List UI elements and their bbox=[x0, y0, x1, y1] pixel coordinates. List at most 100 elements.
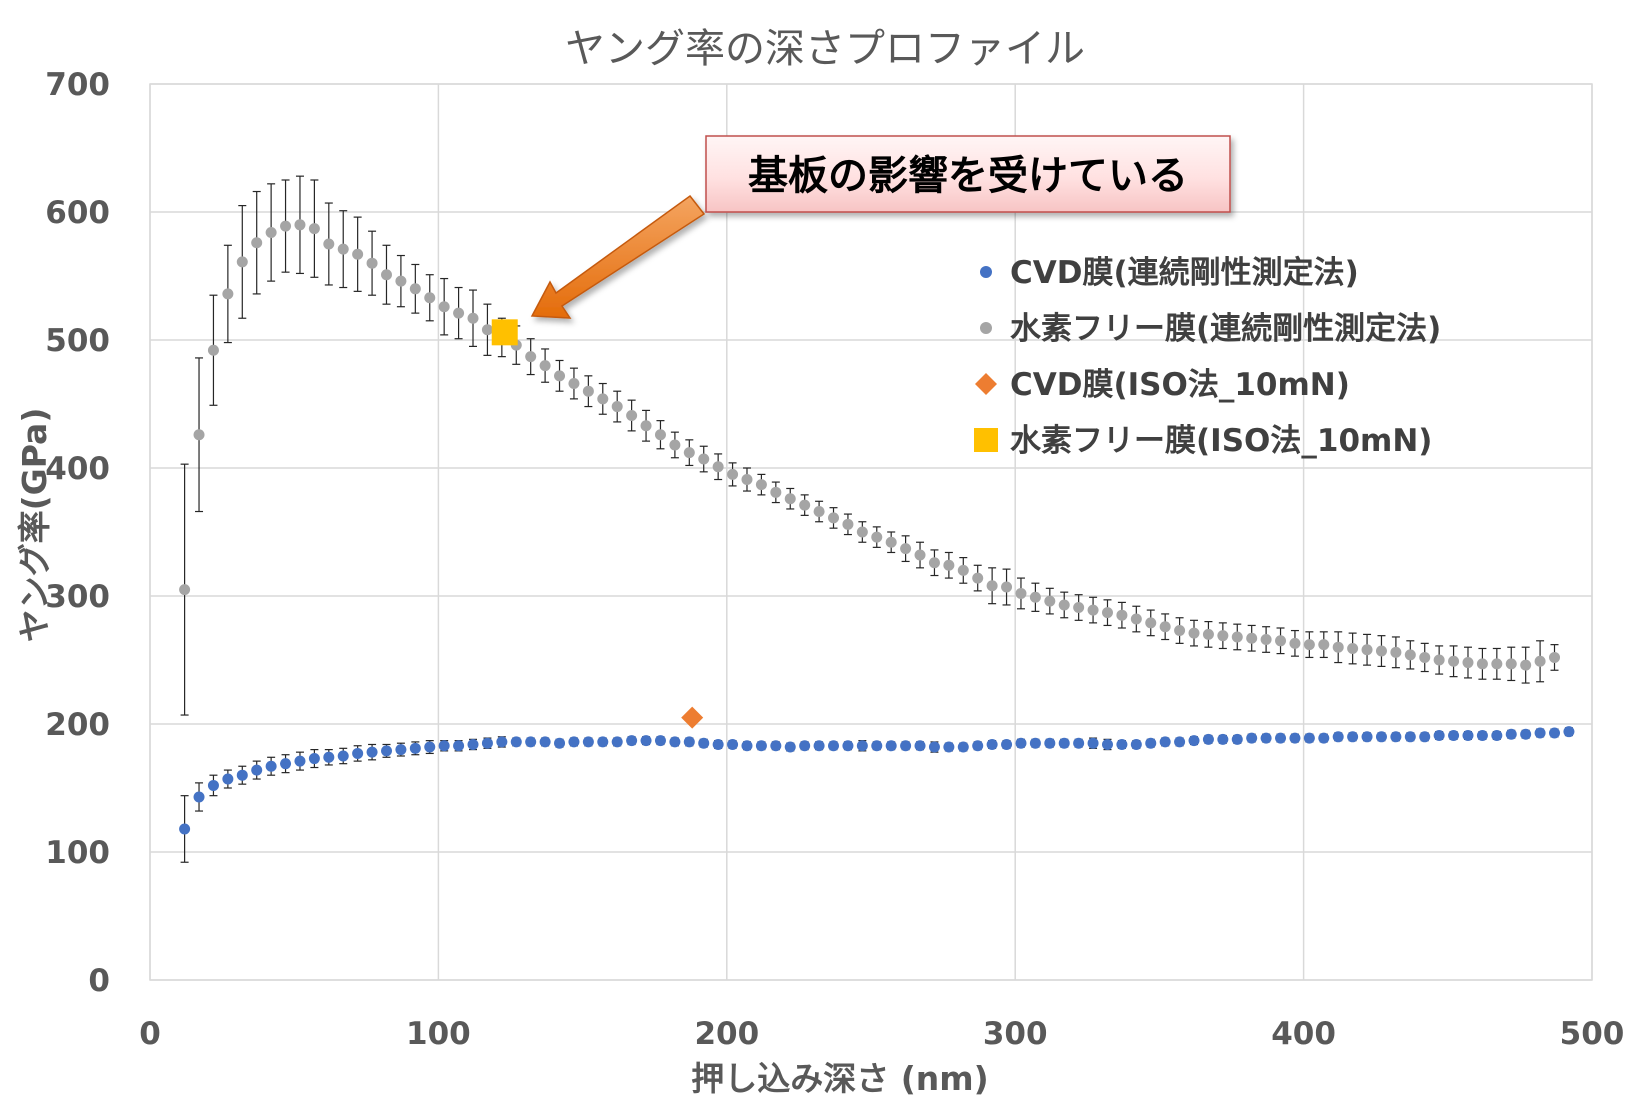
data-point bbox=[698, 737, 710, 749]
data-point bbox=[1260, 634, 1272, 646]
data-point bbox=[1347, 642, 1359, 654]
y-tick-label: 200 bbox=[45, 707, 110, 743]
data-point bbox=[1246, 732, 1258, 744]
data-point bbox=[1563, 726, 1575, 738]
data-point bbox=[957, 741, 969, 753]
data-point bbox=[943, 559, 955, 571]
data-point bbox=[1419, 731, 1431, 743]
data-point bbox=[323, 238, 335, 250]
y-tick-label: 100 bbox=[45, 835, 110, 871]
data-point bbox=[1159, 621, 1171, 633]
data-point bbox=[1231, 631, 1243, 643]
data-point bbox=[1015, 587, 1027, 599]
data-point bbox=[928, 557, 940, 569]
y-tick-label: 400 bbox=[45, 451, 110, 487]
data-point bbox=[1476, 730, 1488, 742]
data-point bbox=[669, 439, 681, 451]
data-point bbox=[914, 549, 926, 561]
data-point bbox=[352, 248, 364, 260]
data-point bbox=[1505, 658, 1517, 670]
data-point bbox=[251, 237, 263, 249]
data-point bbox=[1087, 737, 1099, 749]
data-point bbox=[1505, 728, 1517, 740]
data-point bbox=[525, 736, 537, 748]
data-point bbox=[698, 453, 710, 465]
data-point bbox=[900, 543, 912, 555]
data-point bbox=[957, 564, 969, 576]
data-point bbox=[1217, 630, 1229, 642]
data-point bbox=[1130, 738, 1142, 750]
data-point bbox=[1462, 657, 1474, 669]
legend-item: CVD膜(連続剛性測定法) bbox=[980, 255, 1359, 291]
data-point bbox=[611, 401, 623, 413]
data-point bbox=[409, 742, 421, 754]
annotation-arrow bbox=[530, 194, 706, 319]
legend: CVD膜(連続剛性測定法) 水素フリー膜(連続剛性測定法) CVD膜(ISO法_10… bbox=[974, 255, 1441, 459]
legend-item: 水素フリー膜(連続剛性測定法) bbox=[980, 311, 1441, 347]
data-point bbox=[683, 447, 695, 459]
data-point bbox=[828, 740, 840, 752]
data-point bbox=[496, 736, 508, 748]
data-point bbox=[308, 223, 320, 235]
data-point bbox=[1231, 733, 1243, 745]
series-4 bbox=[491, 319, 518, 346]
x-axis-tick-labels: 0 100 200 300 400 500 bbox=[139, 1016, 1624, 1052]
data-point bbox=[770, 486, 782, 498]
data-point bbox=[1159, 736, 1171, 748]
series-1 bbox=[179, 726, 1575, 863]
data-point bbox=[491, 319, 518, 346]
data-point bbox=[554, 737, 566, 749]
data-point bbox=[1260, 732, 1272, 744]
data-point bbox=[1275, 635, 1287, 647]
data-point bbox=[525, 351, 537, 363]
data-point bbox=[626, 410, 638, 422]
data-point bbox=[236, 256, 248, 268]
data-point bbox=[1549, 727, 1561, 739]
plot-area bbox=[179, 175, 1575, 863]
data-point bbox=[1491, 730, 1503, 742]
legend-label: CVD膜(ISO法_10mN) bbox=[1010, 367, 1350, 403]
data-point bbox=[467, 312, 479, 324]
data-point bbox=[395, 744, 407, 756]
data-point bbox=[1044, 595, 1056, 607]
data-point bbox=[1361, 731, 1373, 743]
y-tick-label: 0 bbox=[88, 963, 110, 999]
data-point bbox=[986, 580, 998, 592]
data-point bbox=[611, 736, 623, 748]
data-point bbox=[885, 536, 897, 548]
data-point bbox=[654, 735, 666, 747]
legend-marker bbox=[974, 428, 998, 452]
data-point bbox=[1145, 737, 1157, 749]
data-point bbox=[1375, 645, 1387, 657]
data-point bbox=[1433, 654, 1445, 666]
x-tick-label: 100 bbox=[406, 1016, 471, 1052]
y-tick-label: 700 bbox=[45, 67, 110, 103]
data-point bbox=[265, 226, 277, 238]
data-point bbox=[1520, 659, 1532, 671]
data-point bbox=[842, 740, 854, 752]
data-point bbox=[1174, 736, 1186, 748]
data-point bbox=[395, 275, 407, 287]
data-point bbox=[193, 429, 205, 441]
data-point bbox=[1275, 732, 1287, 744]
data-point bbox=[251, 764, 263, 776]
data-point bbox=[856, 526, 868, 538]
y-tick-label: 600 bbox=[45, 195, 110, 231]
data-point bbox=[1332, 641, 1344, 653]
legend-item: 水素フリー膜(ISO法_10mN) bbox=[974, 423, 1432, 459]
legend-label: CVD膜(連続剛性測定法) bbox=[1010, 255, 1359, 291]
data-point bbox=[681, 706, 704, 729]
data-point bbox=[380, 269, 392, 281]
data-point bbox=[1073, 602, 1085, 614]
data-point bbox=[1534, 655, 1546, 667]
data-point bbox=[871, 740, 883, 752]
data-point bbox=[1073, 737, 1085, 749]
data-point bbox=[842, 518, 854, 530]
data-point bbox=[683, 736, 695, 748]
data-point bbox=[1116, 609, 1128, 621]
data-point bbox=[1318, 639, 1330, 651]
data-point bbox=[1001, 581, 1013, 593]
data-point bbox=[1058, 599, 1070, 611]
data-point bbox=[813, 506, 825, 518]
data-point bbox=[294, 219, 306, 231]
